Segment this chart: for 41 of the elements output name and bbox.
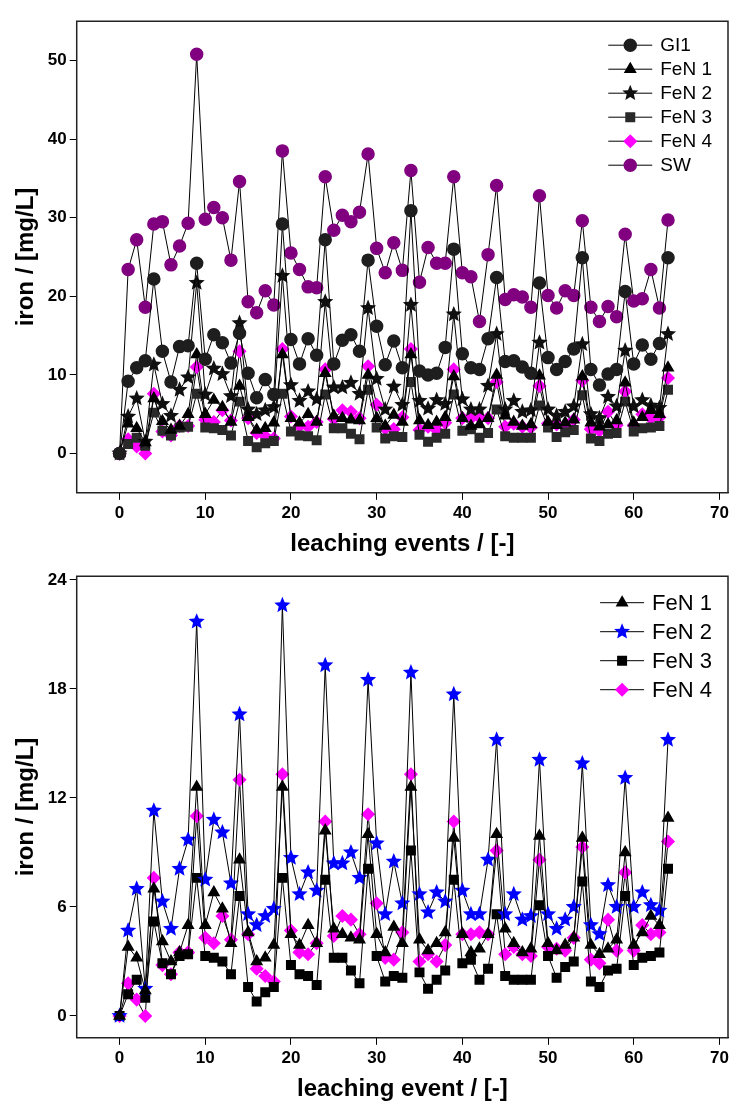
legend-label: GI1 bbox=[660, 34, 691, 56]
legend-label: FeN 3 bbox=[660, 106, 713, 128]
x-tick-label: 30 bbox=[367, 1047, 387, 1067]
x-axis-title: leaching events / [-] bbox=[290, 529, 515, 557]
legend-label: FeN 3 bbox=[652, 647, 713, 673]
legend-label: FeN 1 bbox=[652, 589, 713, 615]
x-tick-label: 50 bbox=[538, 1047, 558, 1067]
x-tick-label: 20 bbox=[281, 1047, 301, 1067]
x-axis-title: leaching event / [-] bbox=[297, 1074, 508, 1102]
x-tick-label: 60 bbox=[624, 502, 644, 522]
x-tick-label: 70 bbox=[709, 502, 729, 522]
y-tick-label: 20 bbox=[47, 285, 67, 305]
legend-label: FeN 2 bbox=[652, 618, 713, 644]
y-tick-label: 24 bbox=[47, 569, 68, 589]
y-tick-label: 0 bbox=[57, 443, 67, 463]
y-tick-label: 0 bbox=[57, 1005, 67, 1025]
x-tick-label: 40 bbox=[452, 502, 472, 522]
x-tick-label: 60 bbox=[624, 1047, 644, 1067]
x-tick-label: 10 bbox=[195, 1047, 215, 1067]
y-axis-title: iron / [mg/L] bbox=[11, 187, 39, 327]
legend-label: FeN 1 bbox=[660, 58, 713, 80]
x-tick-label: 30 bbox=[367, 502, 387, 522]
y-tick-label: 10 bbox=[47, 364, 67, 384]
x-tick-label: 40 bbox=[452, 1047, 472, 1067]
y-tick-label: 50 bbox=[47, 50, 67, 70]
legend-label: FeN 4 bbox=[652, 676, 713, 702]
y-tick-label: 40 bbox=[47, 128, 67, 148]
x-tick-label: 50 bbox=[538, 502, 558, 522]
x-tick-label: 0 bbox=[114, 502, 125, 522]
y-tick-label: 30 bbox=[47, 207, 67, 227]
y-tick-label: 18 bbox=[47, 678, 67, 698]
x-tick-label: 70 bbox=[709, 1047, 729, 1067]
x-tick-label: 20 bbox=[281, 502, 301, 522]
y-axis-title: iron / [mg/L] bbox=[11, 737, 39, 877]
legend-label: FeN 2 bbox=[660, 82, 713, 104]
legend-label: FeN 4 bbox=[660, 130, 713, 152]
legend-label: SW bbox=[660, 154, 691, 176]
y-tick-label: 6 bbox=[57, 896, 67, 916]
x-tick-label: 0 bbox=[114, 1047, 125, 1067]
y-tick-label: 12 bbox=[47, 787, 67, 807]
x-tick-label: 10 bbox=[195, 502, 215, 522]
